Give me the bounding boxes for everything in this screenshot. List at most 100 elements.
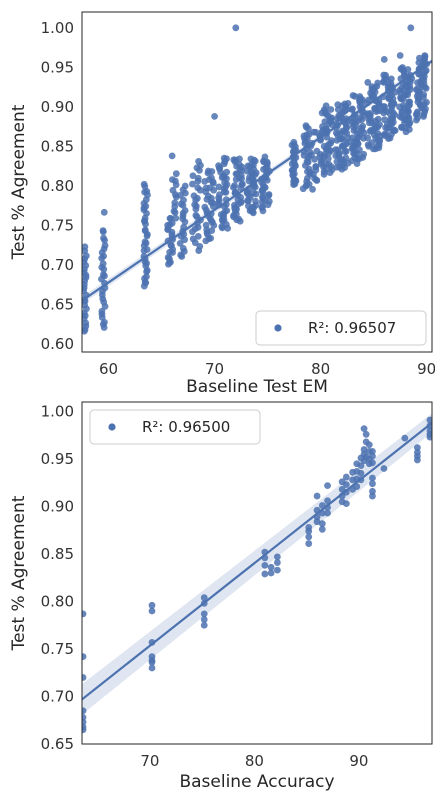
data-point — [324, 497, 331, 505]
data-point — [368, 139, 376, 147]
y-tick-label: 0.75 — [41, 640, 74, 658]
data-point — [341, 148, 349, 155]
y-tick-label: 0.80 — [41, 177, 74, 195]
data-point — [342, 500, 350, 508]
y-tick-label: 0.80 — [41, 593, 74, 611]
data-point — [413, 444, 421, 451]
data-point — [413, 108, 421, 116]
data-point — [231, 182, 238, 189]
data-point — [318, 520, 326, 527]
data-point — [200, 616, 208, 623]
data-point — [169, 186, 177, 194]
data-point — [100, 234, 107, 242]
data-point — [360, 150, 368, 158]
data-point — [369, 487, 376, 495]
data-point — [194, 174, 202, 182]
data-point — [211, 112, 218, 120]
data-point — [148, 601, 156, 609]
data-point — [208, 168, 216, 175]
chart-bottom: 70 80 90 0.65 0.70 0.75 0.80 0.85 0.90 0.95 1.00 Ba… — [9, 401, 433, 792]
data-point — [422, 67, 429, 75]
data-point — [181, 182, 189, 190]
data-point — [401, 434, 409, 442]
data-point — [416, 54, 423, 62]
data-point — [100, 271, 107, 278]
data-point — [194, 232, 202, 240]
data-point — [374, 79, 382, 87]
data-point — [141, 238, 149, 246]
data-point — [196, 243, 204, 250]
data-point — [172, 214, 180, 222]
y-tick-label: 0.90 — [41, 98, 74, 116]
data-point — [328, 137, 335, 145]
y-axis-label: Test % Agreement — [9, 495, 29, 651]
x-tick-label: 80 — [245, 752, 264, 770]
y-tick-label: 0.65 — [41, 735, 74, 753]
data-point — [99, 260, 107, 268]
y-tick-label: 0.70 — [41, 256, 74, 274]
legend-box — [89, 409, 261, 445]
data-point — [148, 607, 156, 615]
data-point — [171, 199, 179, 207]
data-point — [406, 98, 414, 106]
data-point — [407, 24, 415, 32]
data-point — [190, 192, 198, 200]
data-point — [318, 525, 326, 533]
legend: R²: 0.96507 — [255, 310, 427, 346]
data-point — [342, 481, 350, 489]
x-tick-label: 90 — [349, 752, 368, 770]
data-point — [360, 425, 368, 432]
data-point — [421, 52, 429, 60]
y-tick-label: 1.00 — [41, 19, 74, 37]
data-point — [369, 452, 376, 460]
data-point — [273, 566, 281, 574]
data-point — [423, 98, 430, 106]
data-point — [261, 562, 269, 569]
axes-frame — [81, 401, 433, 745]
data-point — [290, 138, 298, 146]
axes-frame — [81, 11, 433, 353]
y-tick-label: 0.70 — [41, 688, 74, 706]
data-point — [381, 130, 388, 138]
y-tick-label: 0.90 — [41, 498, 74, 516]
data-point — [223, 168, 231, 176]
legend-marker — [108, 423, 116, 431]
data-point — [380, 56, 388, 63]
data-point — [168, 152, 176, 160]
data-point — [201, 203, 209, 211]
data-point — [381, 116, 388, 124]
data-point — [364, 79, 372, 86]
data-point — [324, 482, 331, 489]
data-point — [200, 594, 208, 602]
data-point — [342, 154, 350, 162]
data-point — [342, 473, 350, 481]
data-point — [400, 101, 407, 109]
data-point — [230, 156, 238, 164]
data-point — [82, 243, 89, 251]
data-point — [364, 134, 372, 142]
data-point — [356, 146, 363, 154]
data-point — [215, 183, 223, 191]
data-point — [200, 610, 208, 618]
data-point — [382, 71, 390, 79]
data-point — [399, 64, 406, 71]
y-axis-label: Test % Agreement — [9, 104, 29, 260]
data-point — [252, 197, 259, 205]
data-point — [164, 254, 172, 261]
data-point — [313, 518, 321, 526]
data-point — [200, 621, 208, 629]
data-point — [195, 157, 202, 165]
data-point — [349, 92, 357, 99]
data-point — [100, 208, 108, 216]
data-point — [374, 115, 382, 123]
data-point — [404, 66, 412, 73]
legend: R²: 0.96500 — [89, 409, 261, 445]
data-point — [369, 480, 376, 488]
data-point — [327, 106, 335, 113]
regression-line — [82, 422, 432, 701]
data-point — [396, 52, 404, 59]
x-tick-label: 70 — [140, 752, 159, 770]
data-point — [369, 474, 376, 482]
data-point — [208, 227, 216, 234]
